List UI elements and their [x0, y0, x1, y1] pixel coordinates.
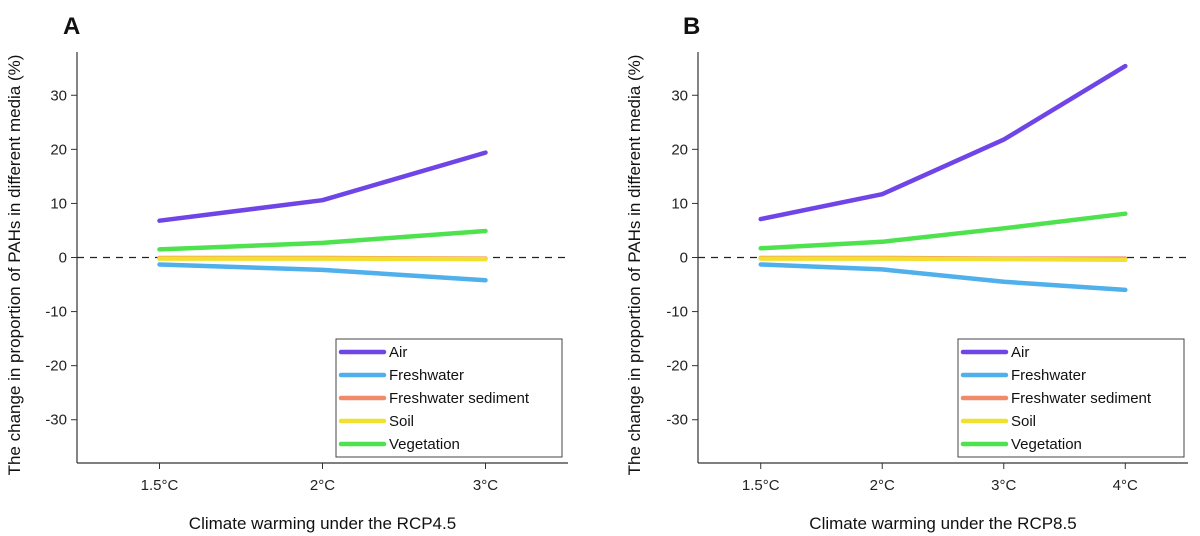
series-line-freshwater — [758, 262, 1128, 293]
y-axis-label: The change in proportion of PAHs in diff… — [625, 55, 644, 476]
x-tick-label: 4°C — [1113, 477, 1138, 494]
y-tick-label: 20 — [50, 141, 67, 158]
x-tick-label: 2°C — [310, 477, 335, 494]
legend-entry: Freshwater — [389, 367, 464, 384]
legend-entry: Freshwater sediment — [1011, 390, 1152, 407]
legend: Air Freshwater Freshwater sediment Soil Vege… — [335, 338, 563, 458]
y-tick-label: -10 — [45, 304, 67, 321]
y-tick-label: -10 — [666, 304, 688, 321]
panel-letter: A — [63, 13, 80, 40]
legend-entry: Freshwater — [1011, 367, 1086, 384]
y-tick-label: -30 — [45, 412, 67, 429]
x-axis-label: Climate warming under the RCP4.5 — [189, 514, 456, 533]
legend: Air Freshwater Freshwater sediment Soil Vege… — [957, 338, 1185, 458]
y-tick-label: -20 — [666, 358, 688, 375]
legend-entry: Soil — [389, 413, 414, 430]
panel-b: B 30 20 10 0 -10 -20 -30 1.5°C 2°C 3°C 4°C Climate w… — [625, 13, 1188, 533]
y-tick-label: 30 — [671, 87, 688, 104]
y-tick-label: 0 — [680, 250, 688, 267]
series-line-air — [758, 63, 1128, 222]
legend-entry: Vegetation — [1011, 436, 1082, 453]
y-tick-label: 30 — [50, 87, 67, 104]
y-tick-label: 10 — [50, 195, 67, 212]
x-tick-label: 3°C — [991, 477, 1016, 494]
series-line-vegetation — [157, 228, 488, 252]
x-tick-label: 3°C — [473, 477, 498, 494]
series-line-soil — [758, 256, 1128, 262]
y-tick-label: -20 — [45, 358, 67, 375]
legend-entry: Air — [389, 344, 407, 361]
y-axis-label: The change in proportion of PAHs in diff… — [5, 55, 24, 476]
series-line-freshwater — [157, 262, 488, 283]
y-tick-label: 10 — [671, 195, 688, 212]
panel-letter: B — [683, 13, 700, 40]
legend-entry: Air — [1011, 344, 1029, 361]
x-tick-label: 2°C — [870, 477, 895, 494]
x-axis-label: Climate warming under the RCP8.5 — [809, 514, 1076, 533]
series-line-vegetation — [758, 211, 1128, 251]
legend-entry: Vegetation — [389, 436, 460, 453]
x-tick-label: 1.5°C — [742, 477, 780, 494]
series-line-air — [157, 150, 488, 223]
panel-a: A 30 20 10 0 -10 -20 -30 1.5°C 2°C 3°C Climate warm… — [5, 13, 568, 533]
y-tick-label: 20 — [671, 141, 688, 158]
legend-entry: Freshwater sediment — [389, 390, 530, 407]
y-tick-label: -30 — [666, 412, 688, 429]
y-tick-label: 0 — [59, 250, 67, 267]
x-tick-label: 1.5°C — [141, 477, 179, 494]
legend-entry: Soil — [1011, 413, 1036, 430]
